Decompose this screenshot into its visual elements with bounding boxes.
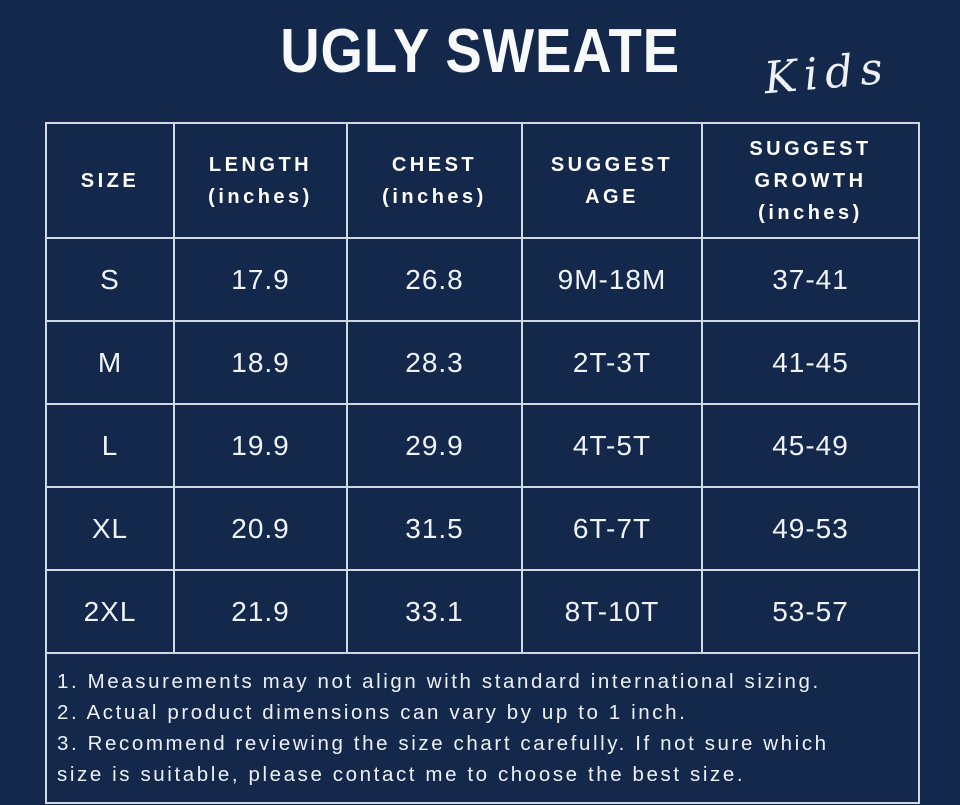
length-cell: 21.9 — [173, 569, 348, 654]
note-line-4: size is suitable, please contact me to c… — [57, 763, 746, 786]
header-line: GROWTH — [754, 169, 867, 192]
age-cell: 2T-3T — [521, 320, 703, 405]
column-header-size: SIZE — [45, 122, 175, 239]
page-title: UGLY SWEATE — [280, 17, 680, 86]
column-header-length: LENGTH (inches) — [173, 122, 348, 239]
age-cell: 6T-7T — [521, 486, 703, 571]
growth-cell: 41-45 — [701, 320, 920, 405]
header-line: SIZE — [80, 169, 140, 192]
column-header-suggest-age: SUGGEST AGE — [521, 122, 703, 239]
header-line: (inches) — [382, 185, 487, 208]
size-cell: XL — [45, 486, 175, 571]
page-header: UGLY SWEATE — [0, 16, 960, 87]
table-row-l: L 19.9 29.9 4T-5T 45-49 — [45, 403, 920, 488]
age-cell: 4T-5T — [521, 403, 703, 488]
length-cell: 17.9 — [173, 237, 348, 322]
column-header-chest: CHEST (inches) — [346, 122, 523, 239]
header-line: AGE — [585, 185, 639, 208]
kids-script-label: Kids — [762, 42, 892, 105]
table-row-xl: XL 20.9 31.5 6T-7T 49-53 — [45, 486, 920, 571]
chest-cell: 26.8 — [346, 237, 523, 322]
age-cell: 9M-18M — [521, 237, 703, 322]
chest-cell: 31.5 — [346, 486, 523, 571]
header-line: CHEST — [391, 153, 478, 176]
length-cell: 20.9 — [173, 486, 348, 571]
header-line: SUGGEST — [749, 137, 872, 160]
table-header-row: SIZE LENGTH (inches) CHEST (inches) SUGG… — [45, 122, 920, 239]
notes-block: 1. Measurements may not align with stand… — [45, 652, 920, 804]
column-header-suggest-growth: SUGGEST GROWTH (inches) — [701, 122, 920, 239]
header-line: (inches) — [758, 201, 863, 224]
table-row-2xl: 2XL 21.9 33.1 8T-10T 53-57 — [45, 569, 920, 654]
chest-cell: 28.3 — [346, 320, 523, 405]
age-cell: 8T-10T — [521, 569, 703, 654]
note-line-3: 3. Recommend reviewing the size chart ca… — [57, 732, 829, 755]
length-cell: 18.9 — [173, 320, 348, 405]
header-line: SUGGEST — [550, 153, 674, 176]
note-line-1: 1. Measurements may not align with stand… — [57, 670, 821, 693]
size-cell: 2XL — [45, 569, 175, 654]
table-row-m: M 18.9 28.3 2T-3T 41-45 — [45, 320, 920, 405]
growth-cell: 53-57 — [701, 569, 920, 654]
growth-cell: 49-53 — [701, 486, 920, 571]
chest-cell: 33.1 — [346, 569, 523, 654]
chest-cell: 29.9 — [346, 403, 523, 488]
note-line-2: 2. Actual product dimensions can vary by… — [57, 701, 688, 724]
size-cell: S — [45, 237, 175, 322]
growth-cell: 45-49 — [701, 403, 920, 488]
header-line: (inches) — [208, 185, 313, 208]
growth-cell: 37-41 — [701, 237, 920, 322]
length-cell: 19.9 — [173, 403, 348, 488]
header-line: LENGTH — [208, 153, 313, 176]
table-row-s: S 17.9 26.8 9M-18M 37-41 — [45, 237, 920, 322]
size-cell: M — [45, 320, 175, 405]
size-chart-table: SIZE LENGTH (inches) CHEST (inches) SUGG… — [45, 122, 920, 804]
notes-row: 1. Measurements may not align with stand… — [45, 652, 920, 804]
size-cell: L — [45, 403, 175, 488]
